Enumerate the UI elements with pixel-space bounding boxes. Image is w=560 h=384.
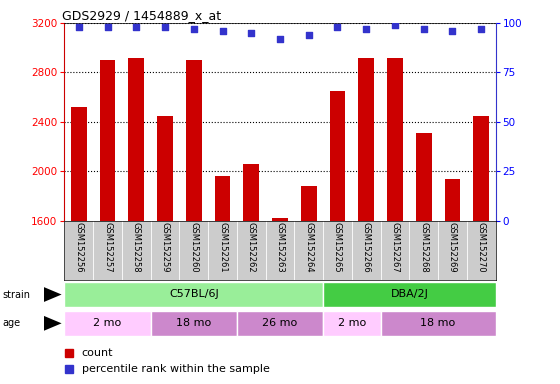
Text: 26 mo: 26 mo [263, 318, 297, 328]
Bar [237, 311, 323, 336]
Text: GSM152270: GSM152270 [477, 222, 486, 273]
Point [448, 28, 457, 34]
Bar [151, 311, 237, 336]
Bar [244, 164, 259, 221]
Point [103, 24, 112, 30]
Text: GSM152266: GSM152266 [362, 222, 371, 273]
Text: GSM152264: GSM152264 [304, 222, 313, 273]
Bar [387, 58, 403, 221]
Bar [71, 107, 87, 221]
Point [276, 36, 284, 42]
Point [189, 26, 198, 32]
Text: GSM152261: GSM152261 [218, 222, 227, 273]
Bar [330, 91, 346, 221]
Text: GSM152263: GSM152263 [276, 222, 284, 273]
Bar [323, 282, 496, 307]
Text: GSM152256: GSM152256 [74, 222, 83, 273]
Bar [473, 116, 489, 221]
Bar [157, 116, 173, 221]
Bar [214, 176, 230, 221]
Point [362, 26, 371, 32]
Polygon shape [44, 287, 62, 302]
Point [333, 24, 342, 30]
Bar [301, 186, 316, 221]
Text: C57BL/6J: C57BL/6J [169, 289, 218, 299]
Text: DBA/2J: DBA/2J [390, 289, 428, 299]
Point [304, 32, 313, 38]
Bar [64, 311, 151, 336]
Bar [381, 311, 496, 336]
Text: GSM152262: GSM152262 [247, 222, 256, 273]
Bar [323, 311, 381, 336]
Text: GDS2929 / 1454889_x_at: GDS2929 / 1454889_x_at [62, 9, 221, 22]
Text: 2 mo: 2 mo [338, 318, 366, 328]
Bar [128, 58, 144, 221]
Polygon shape [44, 316, 62, 331]
Text: GSM152268: GSM152268 [419, 222, 428, 273]
Bar [416, 133, 432, 221]
Point [74, 24, 83, 30]
Bar [186, 60, 202, 221]
Text: 2 mo: 2 mo [94, 318, 122, 328]
Bar [64, 282, 323, 307]
Point [132, 24, 141, 30]
Text: 18 mo: 18 mo [176, 318, 211, 328]
Text: GSM152260: GSM152260 [189, 222, 198, 273]
Point [419, 26, 428, 32]
Text: percentile rank within the sample: percentile rank within the sample [82, 364, 269, 374]
Text: 18 mo: 18 mo [421, 318, 456, 328]
Text: GSM152267: GSM152267 [390, 222, 399, 273]
Text: GSM152259: GSM152259 [161, 222, 170, 273]
Point [247, 30, 256, 36]
Text: strain: strain [3, 290, 31, 300]
Point [161, 24, 170, 30]
Bar [358, 58, 374, 221]
Bar [272, 218, 288, 221]
Bar [100, 60, 115, 221]
Point [218, 28, 227, 34]
Point [477, 26, 486, 32]
Bar [445, 179, 460, 221]
Text: GSM152265: GSM152265 [333, 222, 342, 273]
Text: GSM152269: GSM152269 [448, 222, 457, 273]
Text: count: count [82, 348, 113, 358]
Text: age: age [3, 318, 21, 328]
Text: GSM152257: GSM152257 [103, 222, 112, 273]
Point [390, 22, 399, 28]
Text: GSM152258: GSM152258 [132, 222, 141, 273]
